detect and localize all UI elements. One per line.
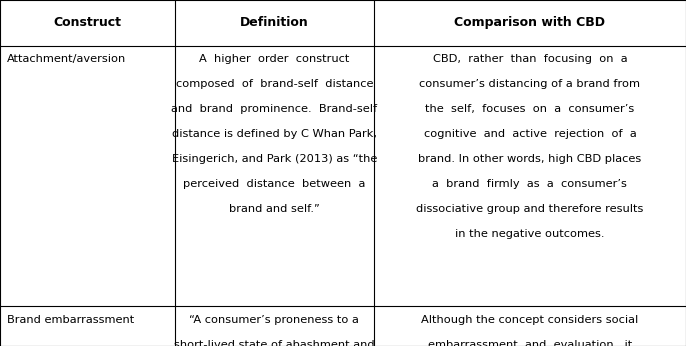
Text: the  self,  focuses  on  a  consumer’s: the self, focuses on a consumer’s — [425, 104, 635, 114]
Text: Construct: Construct — [54, 16, 121, 29]
Text: Although the concept considers social: Although the concept considers social — [421, 315, 639, 325]
Text: “A consumer’s proneness to a: “A consumer’s proneness to a — [189, 315, 359, 325]
Text: distance is defined by C Whan Park,: distance is defined by C Whan Park, — [172, 129, 377, 139]
Text: embarrassment  and  evaluation,  it: embarrassment and evaluation, it — [428, 340, 632, 346]
Text: and  brand  prominence.  Brand-self: and brand prominence. Brand-self — [172, 104, 377, 114]
Text: dissociative group and therefore results: dissociative group and therefore results — [416, 204, 643, 214]
Text: A  higher  order  construct: A higher order construct — [199, 54, 350, 64]
Text: a  brand  firmly  as  a  consumer’s: a brand firmly as a consumer’s — [432, 179, 628, 189]
Text: perceived  distance  between  a: perceived distance between a — [183, 179, 366, 189]
Text: CBD,  rather  than  focusing  on  a: CBD, rather than focusing on a — [433, 54, 627, 64]
Text: Definition: Definition — [240, 16, 309, 29]
Text: cognitive  and  active  rejection  of  a: cognitive and active rejection of a — [423, 129, 637, 139]
Text: Comparison with CBD: Comparison with CBD — [454, 16, 606, 29]
Text: brand and self.”: brand and self.” — [229, 204, 320, 214]
Text: brand. In other words, high CBD places: brand. In other words, high CBD places — [418, 154, 641, 164]
Text: short-lived state of abashment and: short-lived state of abashment and — [174, 340, 375, 346]
Text: composed  of  brand-self  distance: composed of brand-self distance — [176, 79, 373, 89]
Text: Brand embarrassment: Brand embarrassment — [7, 315, 134, 325]
Text: in the negative outcomes.: in the negative outcomes. — [456, 229, 604, 239]
Text: consumer’s distancing of a brand from: consumer’s distancing of a brand from — [419, 79, 641, 89]
Text: Eisingerich, and Park (2013) as “the: Eisingerich, and Park (2013) as “the — [172, 154, 377, 164]
Text: Attachment/aversion: Attachment/aversion — [7, 54, 126, 64]
